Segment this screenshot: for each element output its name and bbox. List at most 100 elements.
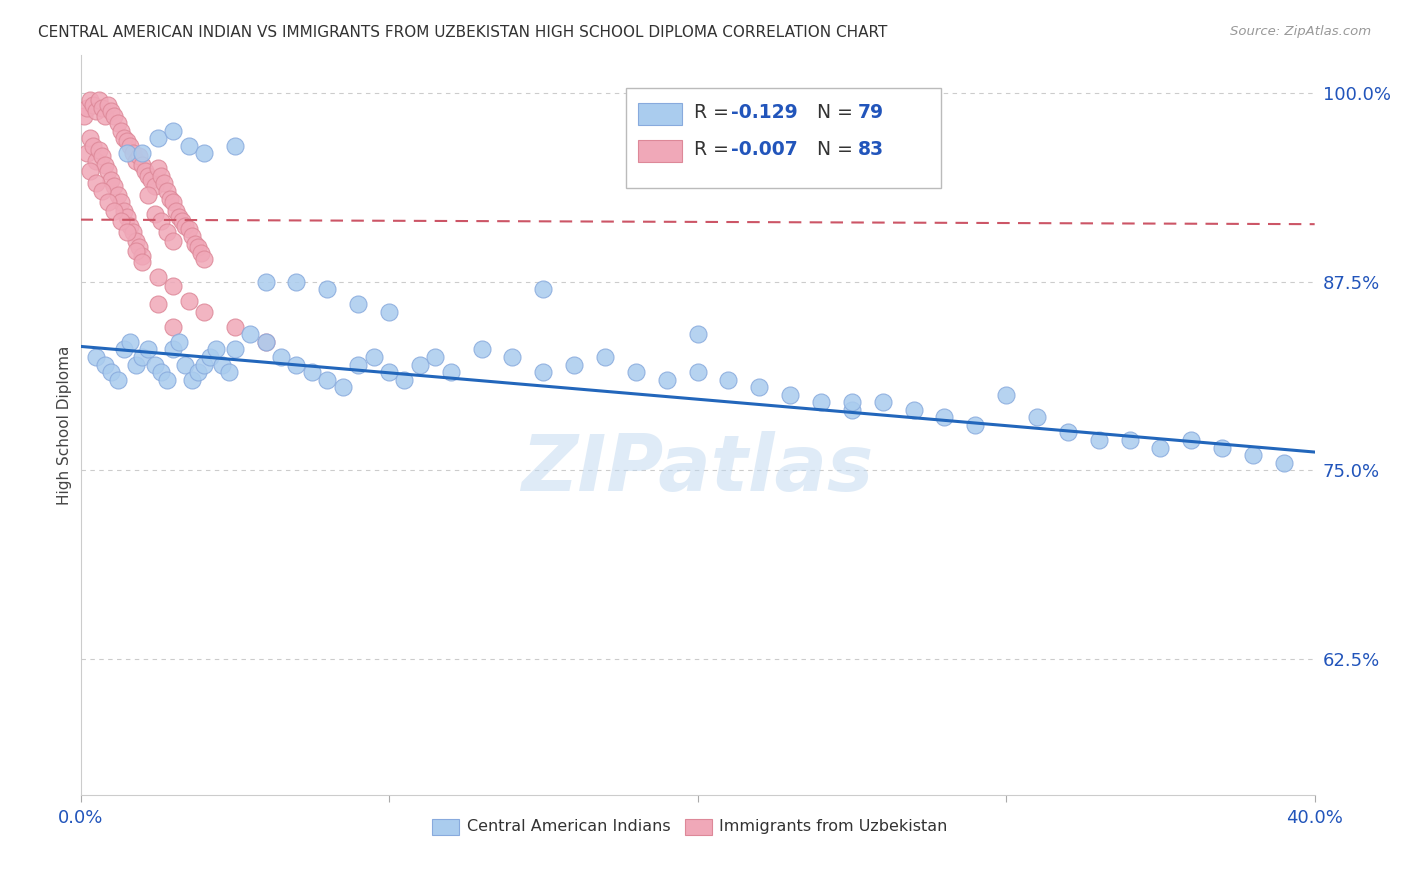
Point: [100, 173, 122, 187]
Point: [174, 358, 197, 372]
Point: [162, 123, 184, 137]
Text: CENTRAL AMERICAN INDIAN VS IMMIGRANTS FROM UZBEKISTAN HIGH SCHOOL DIPLOMA CORREL: CENTRAL AMERICAN INDIAN VS IMMIGRANTS FR…: [38, 25, 887, 40]
Point: [146, 131, 169, 145]
Point: [1272, 456, 1295, 470]
Point: [193, 358, 215, 372]
Point: [103, 203, 125, 218]
Point: [363, 350, 385, 364]
Point: [1149, 441, 1171, 455]
Point: [394, 373, 416, 387]
Point: [1026, 410, 1049, 425]
Point: [172, 214, 194, 228]
Point: [128, 240, 150, 254]
Point: [82, 98, 104, 112]
Point: [177, 294, 200, 309]
Point: [180, 373, 202, 387]
Point: [686, 365, 709, 379]
Point: [162, 279, 184, 293]
Point: [347, 297, 370, 311]
Point: [118, 138, 141, 153]
Point: [934, 410, 956, 425]
Point: [91, 184, 114, 198]
Point: [224, 343, 246, 357]
Point: [190, 245, 212, 260]
Point: [378, 304, 401, 318]
Point: [149, 365, 172, 379]
Point: [347, 358, 370, 372]
Point: [180, 229, 202, 244]
Point: [425, 350, 447, 364]
Text: Immigrants from Uzbekistan: Immigrants from Uzbekistan: [718, 819, 948, 834]
Point: [162, 343, 184, 357]
Point: [91, 101, 114, 115]
Point: [593, 350, 616, 364]
Point: [87, 94, 110, 108]
Point: [254, 334, 277, 349]
Point: [146, 297, 169, 311]
Point: [82, 138, 104, 153]
Point: [332, 380, 354, 394]
Point: [174, 219, 197, 233]
Point: [107, 188, 129, 202]
Point: [94, 108, 117, 122]
Point: [316, 373, 339, 387]
Point: [84, 177, 107, 191]
Point: [187, 365, 209, 379]
Point: [1211, 441, 1233, 455]
Point: [531, 282, 554, 296]
Point: [149, 169, 172, 183]
Point: [224, 319, 246, 334]
FancyBboxPatch shape: [626, 88, 941, 188]
Point: [118, 219, 141, 233]
Point: [107, 373, 129, 387]
Point: [97, 164, 120, 178]
Text: 83: 83: [858, 140, 884, 160]
Point: [378, 365, 401, 379]
Point: [87, 143, 110, 157]
Point: [146, 161, 169, 176]
Point: [1056, 425, 1078, 440]
Point: [218, 365, 240, 379]
Point: [193, 146, 215, 161]
Text: -0.129: -0.129: [731, 103, 797, 122]
Point: [440, 365, 463, 379]
Point: [183, 236, 205, 251]
Point: [205, 343, 228, 357]
Point: [122, 146, 145, 161]
Point: [128, 149, 150, 163]
Point: [655, 373, 678, 387]
Point: [153, 177, 176, 191]
Point: [138, 343, 160, 357]
Point: [1241, 448, 1264, 462]
Point: [254, 275, 277, 289]
Text: Source: ZipAtlas.com: Source: ZipAtlas.com: [1230, 25, 1371, 38]
Point: [285, 275, 308, 289]
Point: [995, 387, 1018, 401]
Point: [72, 108, 94, 122]
Point: [138, 188, 160, 202]
Point: [471, 343, 494, 357]
Point: [156, 373, 179, 387]
Point: [748, 380, 770, 394]
Y-axis label: High School Diploma: High School Diploma: [58, 345, 72, 505]
Point: [112, 131, 135, 145]
Point: [187, 240, 209, 254]
Text: -0.007: -0.007: [731, 140, 797, 160]
Point: [94, 358, 117, 372]
Point: [100, 365, 122, 379]
Point: [531, 365, 554, 379]
Text: N =: N =: [817, 140, 859, 160]
Point: [94, 158, 117, 172]
Point: [270, 350, 292, 364]
Point: [211, 358, 233, 372]
Point: [125, 234, 148, 248]
Text: N =: N =: [817, 103, 859, 122]
Point: [162, 194, 184, 209]
Bar: [432, 819, 460, 835]
Point: [107, 116, 129, 130]
Text: R =: R =: [695, 140, 735, 160]
Point: [112, 203, 135, 218]
Point: [141, 173, 163, 187]
Point: [76, 101, 98, 115]
Point: [177, 221, 200, 235]
